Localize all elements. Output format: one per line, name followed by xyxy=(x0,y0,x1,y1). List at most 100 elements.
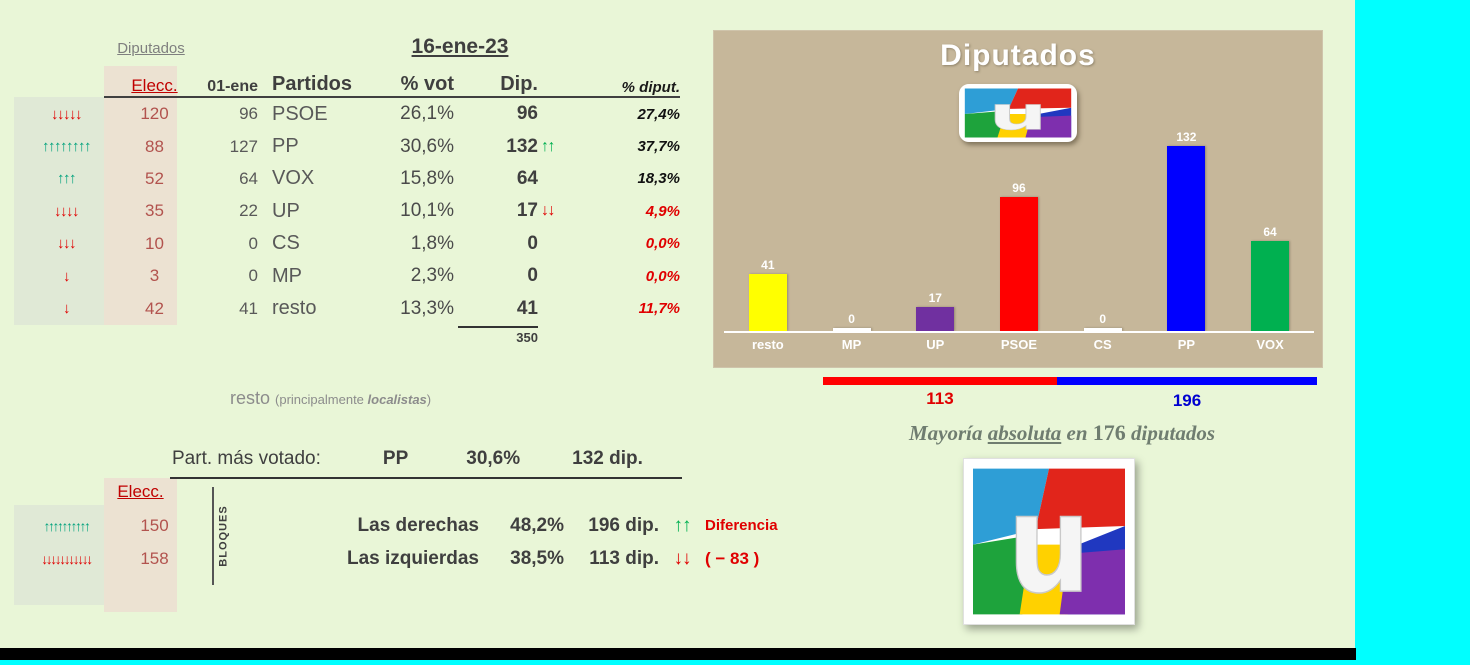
report-date: 16-ene-23 xyxy=(411,35,509,58)
seats-total: 350 xyxy=(516,330,538,345)
trend-arrows: ↓↓↓↓↓ xyxy=(51,105,83,123)
vote-pct: 1,8% xyxy=(410,232,454,254)
cyan-bottom-strip xyxy=(0,660,1470,665)
seats-pct: 4,9% xyxy=(645,202,680,220)
vote-pct: 26,1% xyxy=(400,103,454,125)
bar-VOX: 64 xyxy=(1230,225,1310,331)
prev-value: 22 xyxy=(239,201,258,221)
diff-arrows: ↓↓ xyxy=(673,547,692,569)
col-header-dip: Dip. xyxy=(500,73,538,95)
chart-x-axis xyxy=(724,331,1314,333)
trend-arrows: ↑↑↑↑↑↑↑↑↑↑ xyxy=(43,517,92,534)
most-voted-party: PP xyxy=(382,448,409,469)
category-label-resto: resto xyxy=(751,337,784,352)
elecc-value: 42 xyxy=(145,298,164,318)
seats-trend-arrows: ↓↓ xyxy=(541,202,556,220)
category-label-PP: PP xyxy=(1177,337,1196,352)
block-seats: 113 dip. xyxy=(589,547,659,569)
prev-value: 41 xyxy=(239,298,258,318)
col-header-pct-vot: % vot xyxy=(400,73,454,95)
most-voted-seats: 132 dip. xyxy=(572,448,643,469)
elecc-value: 10 xyxy=(145,233,164,253)
elecc-value: 3 xyxy=(149,266,160,286)
majority-note-p3: en xyxy=(1061,421,1093,445)
elecc-value: 150 xyxy=(140,515,169,535)
trend-arrows: ↑↑↑ xyxy=(57,170,77,188)
bar-rect xyxy=(1251,241,1290,331)
elecc-value: 35 xyxy=(145,201,164,221)
vote-pct: 30,6% xyxy=(400,135,454,157)
seats-value: 96 xyxy=(516,103,538,125)
category-label-VOX: VOX xyxy=(1256,337,1284,352)
majority-note: Mayoría absoluta en 176 diputados xyxy=(812,420,1312,446)
table-title: Diputados xyxy=(117,40,185,57)
seats-value: 132 xyxy=(506,135,538,157)
diferencia-label: Diferencia xyxy=(705,517,778,534)
col-header-pct-diput: % diput. xyxy=(621,79,680,96)
prev-value: 96 xyxy=(239,104,258,124)
prev-value: 64 xyxy=(239,168,258,188)
cyan-side-strip xyxy=(1355,0,1470,665)
resto-note-paren: (principalmente xyxy=(275,392,368,407)
table-header-row: Elecc. 01-ene Partidos % vot Dip. % dipu… xyxy=(14,66,680,96)
trend-arrows: ↓↓↓↓↓↓↓↓↓↓↓ xyxy=(41,550,93,567)
table-row-pp: ↑↑↑↑↑↑↑↑ 88 127 PP 30,6% 132 ↑↑ 37,7% xyxy=(14,130,680,162)
resto-note: resto (principalmente localistas) xyxy=(230,388,431,409)
vote-pct: 15,8% xyxy=(400,167,454,189)
category-label-CS: CS xyxy=(1093,337,1112,352)
vote-pct: 10,1% xyxy=(400,200,454,222)
col-header-elecc: Elecc. xyxy=(131,76,178,95)
party-name: PP xyxy=(272,135,299,158)
bar-CS: 0 xyxy=(1063,312,1143,331)
chart-categories: resto MP UP PSOE CS PP VOX xyxy=(726,337,1312,352)
table-row-vox: ↑↑↑ 52 64 VOX 15,8% 64 18,3% xyxy=(14,163,680,195)
block-label: Las izquierdas xyxy=(347,547,479,569)
blocks-elecc-header: Elecc. xyxy=(117,482,164,501)
trend-arrows: ↓ xyxy=(63,300,71,318)
bar-rect xyxy=(1167,146,1206,331)
party-name: PSOE xyxy=(272,102,328,125)
elecc-value: 88 xyxy=(145,136,164,156)
block-row-derechas: ↑↑↑↑↑↑↑↑↑↑ 150 Las derechas 48,2% 196 di… xyxy=(14,509,914,542)
diff-arrows: ↑↑ xyxy=(673,514,692,536)
diferencia-value: ( − 83 ) xyxy=(705,548,760,568)
elecc-column-band-blocks xyxy=(104,478,177,612)
trend-column-band-blocks xyxy=(14,505,104,605)
seats-value: 0 xyxy=(527,265,538,287)
block-label: Las derechas xyxy=(357,514,479,536)
party-table-body: ↓↓↓↓↓ 120 96 PSOE 26,1% 96 27,4% ↑↑↑↑↑↑↑… xyxy=(14,98,680,325)
prev-value: 127 xyxy=(229,136,258,156)
bar-PP: 132 xyxy=(1146,130,1226,331)
block-seats: 196 dip. xyxy=(588,514,659,536)
total-underline xyxy=(458,326,538,328)
bottom-black-bar xyxy=(0,648,1356,660)
seats-pct: 27,4% xyxy=(637,105,680,123)
majority-note-p2: absoluta xyxy=(987,421,1062,445)
majority-note-number: 176 xyxy=(1092,420,1126,445)
bar-value-label: 0 xyxy=(1099,312,1106,326)
party-name: VOX xyxy=(272,167,315,190)
bar-rect xyxy=(916,307,955,331)
seats-pct: 37,7% xyxy=(637,138,680,156)
seats-value: 17 xyxy=(516,200,538,222)
trend-column-band xyxy=(14,97,104,325)
most-voted-row: Part. más votado: PP 30,6% 132 dip. xyxy=(172,448,643,470)
seats-chart: Diputados 41 0 17 96 0 132 64 resto MP UP PSOE CS P… xyxy=(713,30,1323,368)
bar-rect xyxy=(832,328,871,331)
bar-value-label: 0 xyxy=(848,312,855,326)
bar-rect xyxy=(1083,328,1122,331)
bar-value-label: 64 xyxy=(1263,225,1277,239)
bar-value-label: 17 xyxy=(928,291,942,305)
bar-value-label: 132 xyxy=(1176,130,1197,144)
elecc-value: 120 xyxy=(140,104,169,124)
seats-value: 41 xyxy=(516,297,538,319)
chart-bars: 41 0 17 96 0 132 64 xyxy=(726,117,1312,331)
col-header-01ene: 01-ene xyxy=(207,78,258,95)
bar-value-label: 96 xyxy=(1012,181,1026,195)
trend-arrows: ↓↓↓↓ xyxy=(54,202,80,220)
seats-pct: 18,3% xyxy=(637,170,680,188)
elecc-value: 158 xyxy=(140,548,169,568)
trend-arrows: ↓ xyxy=(63,267,71,285)
category-label-PSOE: PSOE xyxy=(1000,337,1038,352)
